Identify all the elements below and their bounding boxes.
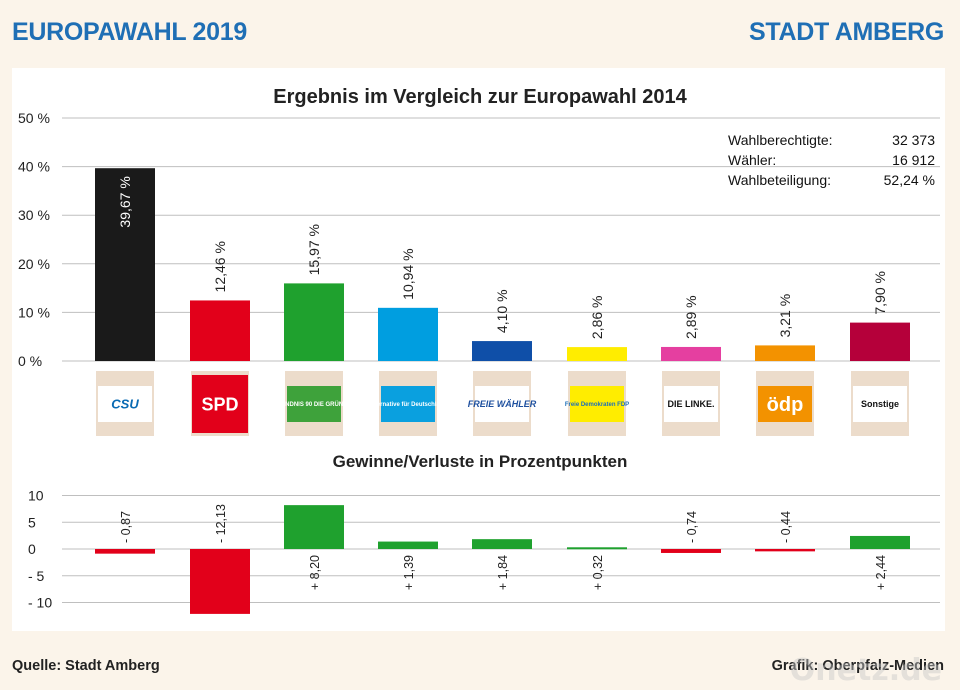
- change-bar-afd: [378, 541, 438, 549]
- change-label: + 1,84: [496, 555, 510, 590]
- data-label: 12,46 %: [212, 241, 228, 292]
- y-tick-label: 20 %: [18, 256, 50, 272]
- stat-row-turnout: Wahlbeteiligung: 52,24 %: [728, 170, 935, 190]
- party-logo-text: BÜNDNIS 90 DIE GRÜNEN: [276, 401, 351, 408]
- credit-note: Grafik: Oberpfalz-Medien: [771, 658, 944, 674]
- stat-label: Wähler:: [728, 152, 777, 168]
- data-label: 2,86 %: [589, 296, 605, 340]
- y-tick-label: 10: [28, 488, 44, 504]
- change-label: + 8,20: [308, 555, 322, 590]
- change-label: - 0,44: [779, 511, 793, 543]
- change-bar-csu: [95, 549, 155, 554]
- change-label: + 2,44: [874, 555, 888, 590]
- data-label: 10,94 %: [400, 248, 416, 299]
- party-logo: [475, 386, 529, 422]
- party-logo: [853, 386, 907, 422]
- party-logo-text: Alternative für Deutschland: [369, 402, 448, 408]
- header-title: EUROPAWAHL 2019: [12, 18, 247, 46]
- party-logo-text: DIE LINKE.: [667, 399, 714, 409]
- y-tick-label: 50 %: [18, 110, 50, 126]
- bar-spd: [190, 300, 250, 361]
- party-logo-text: SPD: [201, 394, 238, 414]
- change-label: + 1,39: [402, 555, 416, 590]
- stat-value: 32 373: [892, 132, 935, 148]
- turnout-stats: Wahlberechtigte: 32 373 Wähler: 16 912 W…: [728, 130, 935, 190]
- y-tick-label: - 5: [28, 568, 45, 584]
- data-label: 15,97 %: [306, 224, 322, 275]
- party-logo-text: ödp: [767, 394, 804, 416]
- change-label: + 0,32: [591, 555, 605, 590]
- party-logo: [570, 386, 624, 422]
- change-label: - 0,87: [119, 511, 133, 543]
- stat-row-voters: Wähler: 16 912: [728, 150, 935, 170]
- party-logo-text: FREIE WÄHLER: [468, 399, 537, 409]
- bar-sonstige: [850, 322, 910, 361]
- party-logo-text: Freie Demokraten FDP: [565, 402, 629, 408]
- party-logo: [664, 386, 718, 422]
- y-tick-label: - 10: [28, 595, 52, 611]
- change-bar-sonstige: [850, 535, 910, 549]
- change-label: - 12,13: [214, 504, 228, 543]
- source-note: Quelle: Stadt Amberg: [12, 658, 160, 674]
- party-logo-text: CSU: [111, 397, 139, 412]
- y-tick-label: 5: [28, 514, 36, 530]
- header-region: STADT AMBERG: [749, 18, 944, 46]
- data-label: 3,21 %: [777, 294, 793, 338]
- change-label: - 0,74: [685, 511, 699, 543]
- chart-title-changes: Gewinne/Verluste in Prozentpunkten: [332, 452, 628, 471]
- bar-fdp: [567, 347, 627, 361]
- change-bar-freie-w-hler: [472, 539, 532, 549]
- stat-label: Wahlberechtigte:: [728, 132, 833, 148]
- party-logo: [758, 386, 812, 422]
- bar--dp: [755, 345, 815, 361]
- chart-title-results: Ergebnis im Vergleich zur Europawahl 201…: [273, 86, 687, 108]
- stat-label: Wahlbeteiligung:: [728, 172, 831, 188]
- change-bar-gr-ne: [284, 505, 344, 549]
- data-label: 4,10 %: [494, 289, 510, 333]
- y-tick-label: 0 %: [18, 353, 42, 369]
- stat-value: 16 912: [892, 152, 935, 168]
- party-logo: [381, 386, 435, 422]
- bar-csu: [95, 168, 155, 361]
- data-label: 7,90 %: [872, 271, 888, 315]
- party-logo: [98, 386, 152, 422]
- change-bar-fdp: [567, 547, 627, 550]
- stat-value: 52,24 %: [883, 172, 935, 188]
- party-logo: [287, 386, 341, 422]
- change-bar--dp: [755, 549, 815, 552]
- y-tick-label: 30 %: [18, 207, 50, 223]
- y-tick-label: 10 %: [18, 304, 50, 320]
- bar-gr-ne: [284, 283, 344, 361]
- data-label: 39,67 %: [117, 176, 133, 227]
- y-tick-label: 40 %: [18, 159, 50, 175]
- stat-row-eligible: Wahlberechtigte: 32 373: [728, 130, 935, 150]
- y-tick-label: 0: [28, 541, 36, 557]
- party-logo: [192, 375, 248, 433]
- party-logo-text: Sonstige: [861, 399, 899, 409]
- change-bar-spd: [190, 549, 250, 614]
- change-bar-die-linke-: [661, 549, 721, 553]
- watermark: Onetz.de: [789, 653, 942, 688]
- bar-die-linke-: [661, 346, 721, 361]
- data-label: 2,89 %: [683, 295, 699, 339]
- bar-freie-w-hler: [472, 341, 532, 361]
- bar-afd: [378, 307, 438, 361]
